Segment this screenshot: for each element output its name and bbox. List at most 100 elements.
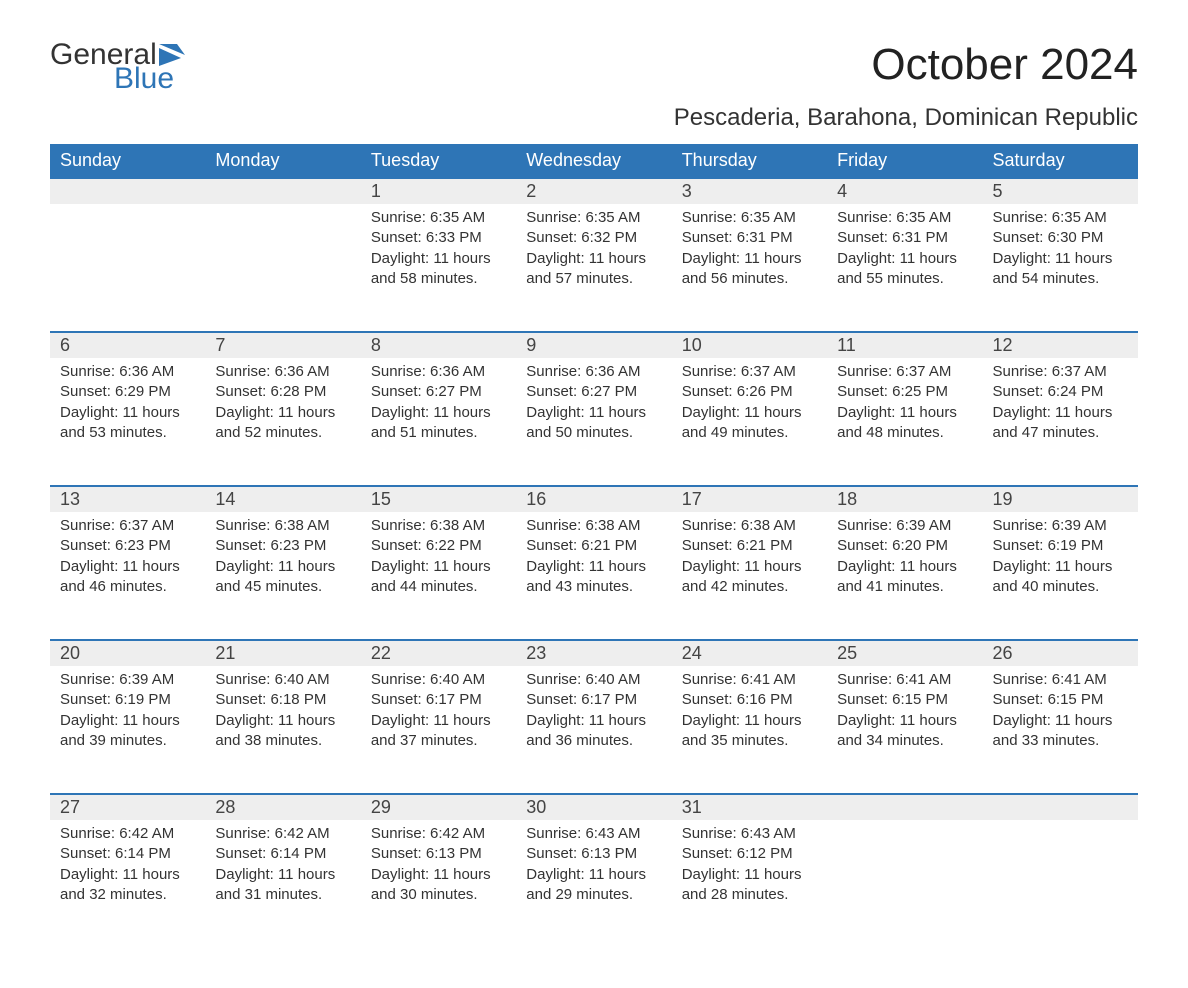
daylight-text: and 36 minutes.: [526, 731, 661, 751]
day-content-cell: Sunrise: 6:35 AMSunset: 6:31 PMDaylight:…: [827, 204, 982, 332]
day-number-cell: 23: [516, 640, 671, 666]
day-content-cell: Sunrise: 6:37 AMSunset: 6:23 PMDaylight:…: [50, 512, 205, 640]
sunrise-text: Sunrise: 6:35 AM: [371, 208, 506, 228]
day-number-cell: 9: [516, 332, 671, 358]
weekday-header: Thursday: [672, 144, 827, 178]
day-content-cell: Sunrise: 6:39 AMSunset: 6:19 PMDaylight:…: [983, 512, 1138, 640]
day-number-cell: 14: [205, 486, 360, 512]
sunrise-text: Sunrise: 6:38 AM: [215, 516, 350, 536]
day-number-cell: [983, 794, 1138, 820]
daylight-text: and 31 minutes.: [215, 885, 350, 905]
sunrise-text: Sunrise: 6:40 AM: [371, 670, 506, 690]
day-content-cell: Sunrise: 6:37 AMSunset: 6:24 PMDaylight:…: [983, 358, 1138, 486]
day-number-cell: 29: [361, 794, 516, 820]
daylight-text: and 52 minutes.: [215, 423, 350, 443]
day-content-cell: Sunrise: 6:43 AMSunset: 6:12 PMDaylight:…: [672, 820, 827, 948]
daylight-text: and 40 minutes.: [993, 577, 1128, 597]
logo-text-blue: Blue: [114, 64, 185, 94]
daylight-text: Daylight: 11 hours: [526, 711, 661, 731]
daylight-text: Daylight: 11 hours: [215, 711, 350, 731]
content-row: Sunrise: 6:35 AMSunset: 6:33 PMDaylight:…: [50, 204, 1138, 332]
day-content-cell: Sunrise: 6:36 AMSunset: 6:28 PMDaylight:…: [205, 358, 360, 486]
daylight-text: Daylight: 11 hours: [993, 249, 1128, 269]
sunset-text: Sunset: 6:15 PM: [837, 690, 972, 710]
daylight-text: Daylight: 11 hours: [837, 557, 972, 577]
weekday-header: Sunday: [50, 144, 205, 178]
daylight-text: and 42 minutes.: [682, 577, 817, 597]
daylight-text: and 38 minutes.: [215, 731, 350, 751]
day-content-cell: [983, 820, 1138, 948]
day-content-cell: Sunrise: 6:40 AMSunset: 6:17 PMDaylight:…: [361, 666, 516, 794]
daylight-text: and 45 minutes.: [215, 577, 350, 597]
day-number-cell: [827, 794, 982, 820]
daylight-text: Daylight: 11 hours: [837, 249, 972, 269]
day-content-cell: Sunrise: 6:37 AMSunset: 6:26 PMDaylight:…: [672, 358, 827, 486]
sunrise-text: Sunrise: 6:42 AM: [60, 824, 195, 844]
sunset-text: Sunset: 6:22 PM: [371, 536, 506, 556]
daylight-text: Daylight: 11 hours: [371, 557, 506, 577]
sunset-text: Sunset: 6:17 PM: [371, 690, 506, 710]
day-number-cell: 30: [516, 794, 671, 820]
daylight-text: and 48 minutes.: [837, 423, 972, 443]
sunset-text: Sunset: 6:23 PM: [215, 536, 350, 556]
sunset-text: Sunset: 6:31 PM: [682, 228, 817, 248]
sunrise-text: Sunrise: 6:43 AM: [526, 824, 661, 844]
weekday-header-row: Sunday Monday Tuesday Wednesday Thursday…: [50, 144, 1138, 178]
day-number-cell: 12: [983, 332, 1138, 358]
day-content-cell: Sunrise: 6:38 AMSunset: 6:22 PMDaylight:…: [361, 512, 516, 640]
day-content-cell: Sunrise: 6:41 AMSunset: 6:15 PMDaylight:…: [827, 666, 982, 794]
day-number-cell: 7: [205, 332, 360, 358]
day-content-cell: Sunrise: 6:35 AMSunset: 6:33 PMDaylight:…: [361, 204, 516, 332]
day-number-cell: 1: [361, 178, 516, 204]
daylight-text: and 29 minutes.: [526, 885, 661, 905]
daynum-row: 13141516171819: [50, 486, 1138, 512]
day-content-cell: Sunrise: 6:40 AMSunset: 6:17 PMDaylight:…: [516, 666, 671, 794]
sunrise-text: Sunrise: 6:42 AM: [371, 824, 506, 844]
sunset-text: Sunset: 6:29 PM: [60, 382, 195, 402]
day-number-cell: 26: [983, 640, 1138, 666]
sunset-text: Sunset: 6:31 PM: [837, 228, 972, 248]
sunset-text: Sunset: 6:28 PM: [215, 382, 350, 402]
daylight-text: Daylight: 11 hours: [682, 865, 817, 885]
day-number-cell: 25: [827, 640, 982, 666]
sunrise-text: Sunrise: 6:36 AM: [371, 362, 506, 382]
sunrise-text: Sunrise: 6:35 AM: [993, 208, 1128, 228]
sunset-text: Sunset: 6:16 PM: [682, 690, 817, 710]
day-content-cell: Sunrise: 6:36 AMSunset: 6:27 PMDaylight:…: [516, 358, 671, 486]
day-number-cell: 28: [205, 794, 360, 820]
page-subtitle: Pescaderia, Barahona, Dominican Republic: [674, 104, 1138, 132]
daylight-text: Daylight: 11 hours: [371, 403, 506, 423]
daylight-text: and 44 minutes.: [371, 577, 506, 597]
daylight-text: and 47 minutes.: [993, 423, 1128, 443]
day-number-cell: 15: [361, 486, 516, 512]
day-number-cell: 11: [827, 332, 982, 358]
daylight-text: Daylight: 11 hours: [371, 249, 506, 269]
sunset-text: Sunset: 6:13 PM: [526, 844, 661, 864]
sunrise-text: Sunrise: 6:37 AM: [60, 516, 195, 536]
daylight-text: and 51 minutes.: [371, 423, 506, 443]
sunrise-text: Sunrise: 6:42 AM: [215, 824, 350, 844]
sunset-text: Sunset: 6:27 PM: [371, 382, 506, 402]
sunrise-text: Sunrise: 6:38 AM: [682, 516, 817, 536]
daylight-text: Daylight: 11 hours: [526, 249, 661, 269]
weekday-header: Monday: [205, 144, 360, 178]
page-title: October 2024: [674, 40, 1138, 90]
sunset-text: Sunset: 6:19 PM: [993, 536, 1128, 556]
daylight-text: and 53 minutes.: [60, 423, 195, 443]
day-content-cell: [205, 204, 360, 332]
daynum-row: 2728293031: [50, 794, 1138, 820]
weekday-header: Tuesday: [361, 144, 516, 178]
sunrise-text: Sunrise: 6:36 AM: [526, 362, 661, 382]
daylight-text: Daylight: 11 hours: [60, 865, 195, 885]
day-number-cell: [205, 178, 360, 204]
daylight-text: and 56 minutes.: [682, 269, 817, 289]
sunset-text: Sunset: 6:14 PM: [60, 844, 195, 864]
weekday-header: Friday: [827, 144, 982, 178]
day-content-cell: Sunrise: 6:38 AMSunset: 6:21 PMDaylight:…: [672, 512, 827, 640]
sunset-text: Sunset: 6:26 PM: [682, 382, 817, 402]
daylight-text: Daylight: 11 hours: [682, 249, 817, 269]
day-content-cell: Sunrise: 6:36 AMSunset: 6:29 PMDaylight:…: [50, 358, 205, 486]
day-content-cell: Sunrise: 6:39 AMSunset: 6:20 PMDaylight:…: [827, 512, 982, 640]
title-block: October 2024 Pescaderia, Barahona, Domin…: [674, 40, 1138, 132]
daynum-row: 12345: [50, 178, 1138, 204]
